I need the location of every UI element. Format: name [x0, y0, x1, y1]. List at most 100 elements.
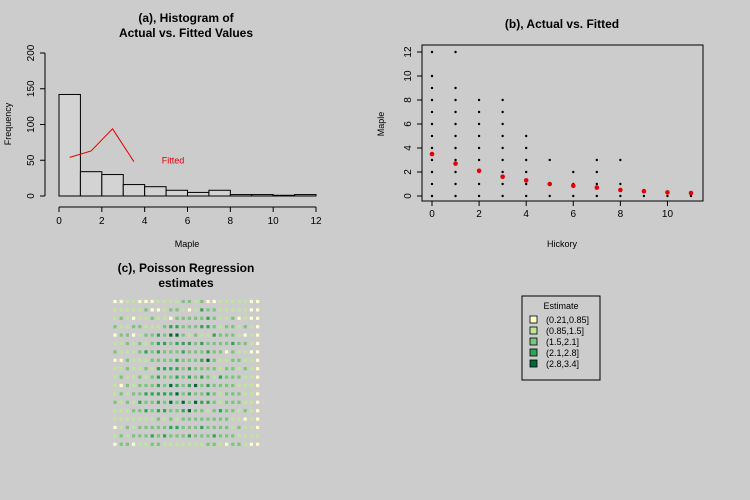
grid-cell-r17-c16: [212, 442, 216, 446]
grid-cell-r3-c17: [218, 325, 222, 329]
fitted-point-4: [523, 178, 529, 183]
grid-cell-r6-c3: [132, 350, 136, 354]
actual-point-x8-y3: [619, 158, 622, 162]
grid-cell-r6-c2: [125, 350, 129, 354]
grid-cell-r3-c22: [249, 325, 253, 329]
grid-cell-r17-c6: [150, 442, 154, 446]
actual-point-x4-y3: [524, 158, 528, 162]
grid-cell-r0-c18: [225, 299, 229, 304]
grid-cell-r7-c18: [225, 358, 229, 362]
grid-cell-r17-c7: [156, 442, 160, 446]
grid-cell-r2-c13: [194, 316, 198, 320]
grid-cell-r1-c2: [125, 308, 129, 312]
grid-cell-r2-c3: [132, 316, 136, 320]
panel-a-x-tick-label-2: 4: [142, 216, 148, 227]
legend-label-4: (2.8,3.4]: [546, 359, 579, 369]
grid-cell-r5-c0: [113, 341, 117, 346]
grid-cell-r4-c9: [169, 333, 173, 337]
grid-cell-r17-c13: [194, 442, 198, 446]
panel-c-heatmap: (c), Poisson Regression estimates: [113, 261, 260, 446]
grid-cell-r15-c0: [113, 425, 117, 430]
grid-cell-r9-c13: [194, 375, 198, 379]
grid-cell-r12-c3: [132, 400, 136, 404]
grid-cell-r9-c16: [212, 375, 216, 379]
grid-cell-r12-c18: [225, 400, 229, 404]
grid-cell-r2-c17: [218, 316, 222, 320]
grid-cell-r12-c11: [181, 400, 185, 404]
grid-cell-r8-c20: [237, 367, 241, 371]
grid-cell-r5-c1: [119, 341, 123, 346]
grid-cell-r10-c12: [187, 383, 191, 388]
grid-cell-r10-c14: [200, 383, 204, 388]
grid-cell-r7-c13: [194, 358, 198, 362]
grid-cell-r13-c8: [163, 409, 167, 413]
grid-cell-r11-c18: [225, 392, 229, 396]
grid-cell-r14-c7: [156, 417, 160, 421]
actual-point-x2-y5: [477, 134, 481, 138]
grid-cell-r3-c19: [231, 325, 235, 329]
grid-cell-r14-c1: [119, 417, 123, 421]
grid-cell-r14-c21: [243, 417, 247, 421]
grid-cell-r10-c4: [138, 383, 142, 388]
grid-cell-r4-c11: [181, 333, 185, 337]
grid-cell-r9-c6: [150, 375, 154, 379]
legend-swatch-1: [529, 326, 538, 335]
grid-cell-r9-c11: [181, 375, 185, 379]
legend-label-2: (1.5,2.1]: [546, 337, 579, 347]
grid-cell-r5-c17: [218, 341, 222, 346]
grid-cell-r13-c13: [194, 409, 198, 413]
grid-cell-r10-c6: [150, 383, 154, 388]
panel-a-y-tick-label-2: 100: [26, 116, 37, 133]
grid-cell-r11-c9: [169, 392, 173, 396]
grid-cell-r4-c19: [231, 333, 235, 337]
panel-a-x-tick-label-5: 10: [268, 216, 280, 227]
grid-cell-r13-c2: [125, 409, 129, 413]
panel-a-histogram: (a), Histogram of Actual vs. Fitted Valu…: [3, 11, 322, 249]
grid-cell-r15-c13: [194, 425, 198, 430]
grid-cell-r7-c11: [181, 358, 185, 362]
grid-cell-r0-c7: [156, 299, 160, 304]
grid-cell-r13-c11: [181, 409, 185, 413]
grid-cell-r17-c21: [243, 442, 247, 446]
actual-point-x10-y0: [666, 194, 669, 198]
grid-cell-r13-c12: [187, 409, 191, 413]
grid-cell-r0-c1: [119, 299, 123, 304]
histogram-bar-3: [122, 184, 146, 197]
grid-cell-r2-c6: [150, 316, 154, 320]
actual-point-x0-y1: [430, 182, 434, 186]
grid-cell-r12-c1: [119, 400, 123, 404]
grid-cell-r5-c11: [181, 341, 185, 346]
grid-cell-r5-c12: [187, 341, 191, 346]
panel-b-x-tick-label-0: 0: [429, 209, 435, 220]
grid-cell-r2-c9: [169, 316, 173, 320]
actual-point-x0-y9: [430, 86, 434, 90]
grid-cell-r4-c0: [113, 333, 117, 337]
grid-cell-r2-c16: [212, 316, 216, 320]
grid-cell-r16-c1: [119, 434, 123, 438]
grid-cell-r5-c19: [231, 341, 235, 346]
fitted-point-10: [665, 190, 670, 195]
fitted-point-0: [429, 151, 435, 157]
fitted-point-3: [500, 174, 505, 180]
legend: Estimate (0.21,0.85](0.85,1.5](1.5,2.1](…: [521, 295, 601, 381]
panel-a-title-line2: Actual vs. Fitted Values: [119, 26, 253, 40]
grid-cell-r1-c3: [132, 308, 136, 312]
actual-point-x4-y0: [524, 194, 528, 198]
grid-cell-r9-c4: [138, 375, 142, 379]
grid-cell-r6-c6: [150, 350, 154, 354]
grid-cell-r4-c8: [163, 333, 167, 337]
grid-cell-r7-c3: [132, 358, 136, 362]
grid-cell-r11-c3: [132, 392, 136, 396]
grid-cell-r2-c7: [156, 316, 160, 320]
grid-cell-r6-c10: [175, 350, 179, 354]
actual-point-x3-y6: [501, 122, 504, 126]
actual-point-x3-y1: [501, 182, 504, 186]
grid-cell-r13-c9: [169, 409, 173, 413]
grid-cell-r12-c10: [175, 400, 179, 404]
grid-cell-r16-c19: [231, 434, 235, 438]
grid-cell-r0-c10: [175, 299, 179, 304]
grid-cell-r11-c0: [113, 392, 117, 396]
panel-b-x-label: Hickory: [547, 239, 578, 249]
grid-cell-r14-c9: [169, 417, 173, 421]
grid-cell-r6-c16: [212, 350, 216, 354]
